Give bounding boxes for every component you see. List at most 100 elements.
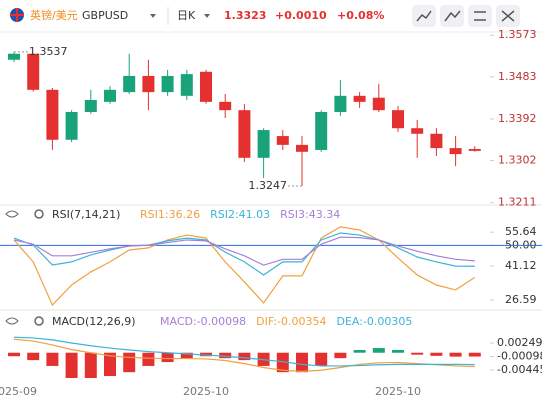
candle-body — [65, 112, 78, 140]
candle-body — [334, 95, 347, 113]
histogram-bar — [296, 352, 308, 373]
candle-body — [257, 130, 270, 158]
candle-body — [353, 95, 366, 102]
line-series — [13, 226, 476, 307]
y-tick-label: 1.3483 — [498, 70, 537, 83]
candle-body — [84, 99, 97, 113]
histogram-bar — [161, 352, 174, 363]
x-tick-label: 2025-10 — [375, 385, 421, 398]
candle-body — [315, 112, 328, 150]
symbol[interactable]: GBPUSD — [82, 9, 128, 22]
fullscreen-icon — [501, 10, 515, 22]
line-series — [13, 232, 475, 276]
histogram-bar — [123, 352, 136, 373]
pair-name[interactable]: 英镑/美元 — [30, 8, 78, 22]
histogram-bar — [8, 352, 20, 357]
y-tick-label: -0.00445 — [497, 363, 542, 376]
histogram-bar — [430, 352, 443, 356]
flag-cross — [10, 8, 24, 22]
y-tick-label: 0.00249 — [497, 336, 542, 349]
dropdown-arrow[interactable] — [204, 14, 210, 18]
line-series — [13, 236, 475, 266]
histogram-bar — [468, 352, 481, 357]
candle-body — [123, 75, 136, 93]
histogram-bar — [65, 352, 78, 378]
draw-icon — [416, 10, 432, 22]
legend-entry: RSI3:43.34 — [280, 208, 340, 221]
legend-entry: RSI2:41.03 — [210, 208, 270, 221]
gear-icon[interactable] — [34, 316, 44, 326]
histogram-bar — [27, 352, 40, 361]
macd-tools — [5, 316, 44, 326]
histogram-bar — [238, 352, 251, 361]
candle-body — [238, 110, 251, 158]
y-tick-label: 26.59 — [505, 293, 537, 306]
candle-body — [449, 148, 462, 155]
candle-body — [8, 53, 20, 60]
candle-body — [276, 136, 289, 145]
price: 1.3323 — [224, 9, 266, 22]
candle-body — [372, 97, 385, 111]
settings-button[interactable] — [468, 5, 492, 27]
x-tick-label: 2025-09 — [0, 385, 37, 398]
y-tick-label: 41.12 — [505, 259, 537, 272]
indicator-button[interactable] — [440, 5, 464, 27]
candle-body — [200, 71, 212, 102]
histogram-bar — [104, 352, 116, 377]
candle-body — [296, 144, 308, 152]
histogram-bar — [372, 348, 385, 353]
gear-icon[interactable] — [34, 209, 44, 219]
line-series — [13, 336, 475, 367]
dropdown-arrow[interactable] — [150, 14, 156, 18]
histogram-bar — [315, 352, 328, 366]
extreme-label: 1.3247 — [249, 179, 288, 192]
candle-body — [392, 110, 404, 129]
y-tick-label: 1.3573 — [498, 28, 537, 41]
histogram-bar — [353, 350, 366, 353]
histogram-bar — [334, 352, 347, 359]
line-series — [13, 338, 475, 372]
histogram-bar — [392, 350, 404, 353]
legend-entry: RSI1:36.26 — [140, 208, 200, 221]
eye-icon[interactable] — [5, 210, 19, 218]
histogram-bar — [84, 352, 97, 378]
candle-body — [430, 133, 443, 149]
rsi-tools — [5, 209, 44, 219]
histogram-bar — [46, 352, 59, 366]
toolbar: 英镑/美元 GBPUSD 日K 1.3323 +0.0010 +0.08% — [10, 5, 520, 27]
candle-body — [46, 89, 59, 140]
legend-entry: DEA:-0.00305 — [337, 315, 413, 328]
y-tick-label: 1.3392 — [498, 112, 537, 125]
legend-entry: MACD:-0.00098 — [160, 315, 246, 328]
macd-title: MACD(12,26,9) — [52, 315, 136, 328]
candle-body — [104, 89, 116, 102]
change-pct: +0.08% — [337, 9, 384, 22]
candle-body — [27, 53, 40, 90]
eye-icon[interactable] — [5, 317, 19, 325]
histogram-bar — [449, 352, 462, 357]
candle-body — [468, 149, 481, 151]
settings-icon — [474, 11, 486, 21]
histogram-bar — [180, 352, 193, 359]
candle-body — [219, 101, 232, 111]
x-tick-label: 2025-10 — [183, 385, 229, 398]
period[interactable]: 日K — [177, 9, 196, 22]
candle-body — [180, 74, 193, 96]
histogram-bar — [276, 352, 289, 373]
histogram-bar — [411, 352, 424, 355]
candle-body — [161, 75, 174, 93]
y-tick-label: 1.3211 — [498, 196, 537, 209]
y-tick-label: -0.00098 — [497, 350, 542, 363]
legend-entry: DIF:-0.00354 — [256, 315, 326, 328]
candle-body — [142, 75, 155, 93]
change: +0.0010 — [275, 9, 327, 22]
y-tick-label: 55.64 — [505, 225, 537, 238]
histogram-bar — [142, 352, 155, 366]
y-tick-label: 1.3302 — [498, 154, 537, 167]
rsi-title: RSI(7,14,21) — [52, 208, 120, 221]
candle-body — [411, 128, 424, 134]
indicator-icon — [444, 10, 461, 22]
extreme-label: 1.3537 — [29, 45, 68, 58]
